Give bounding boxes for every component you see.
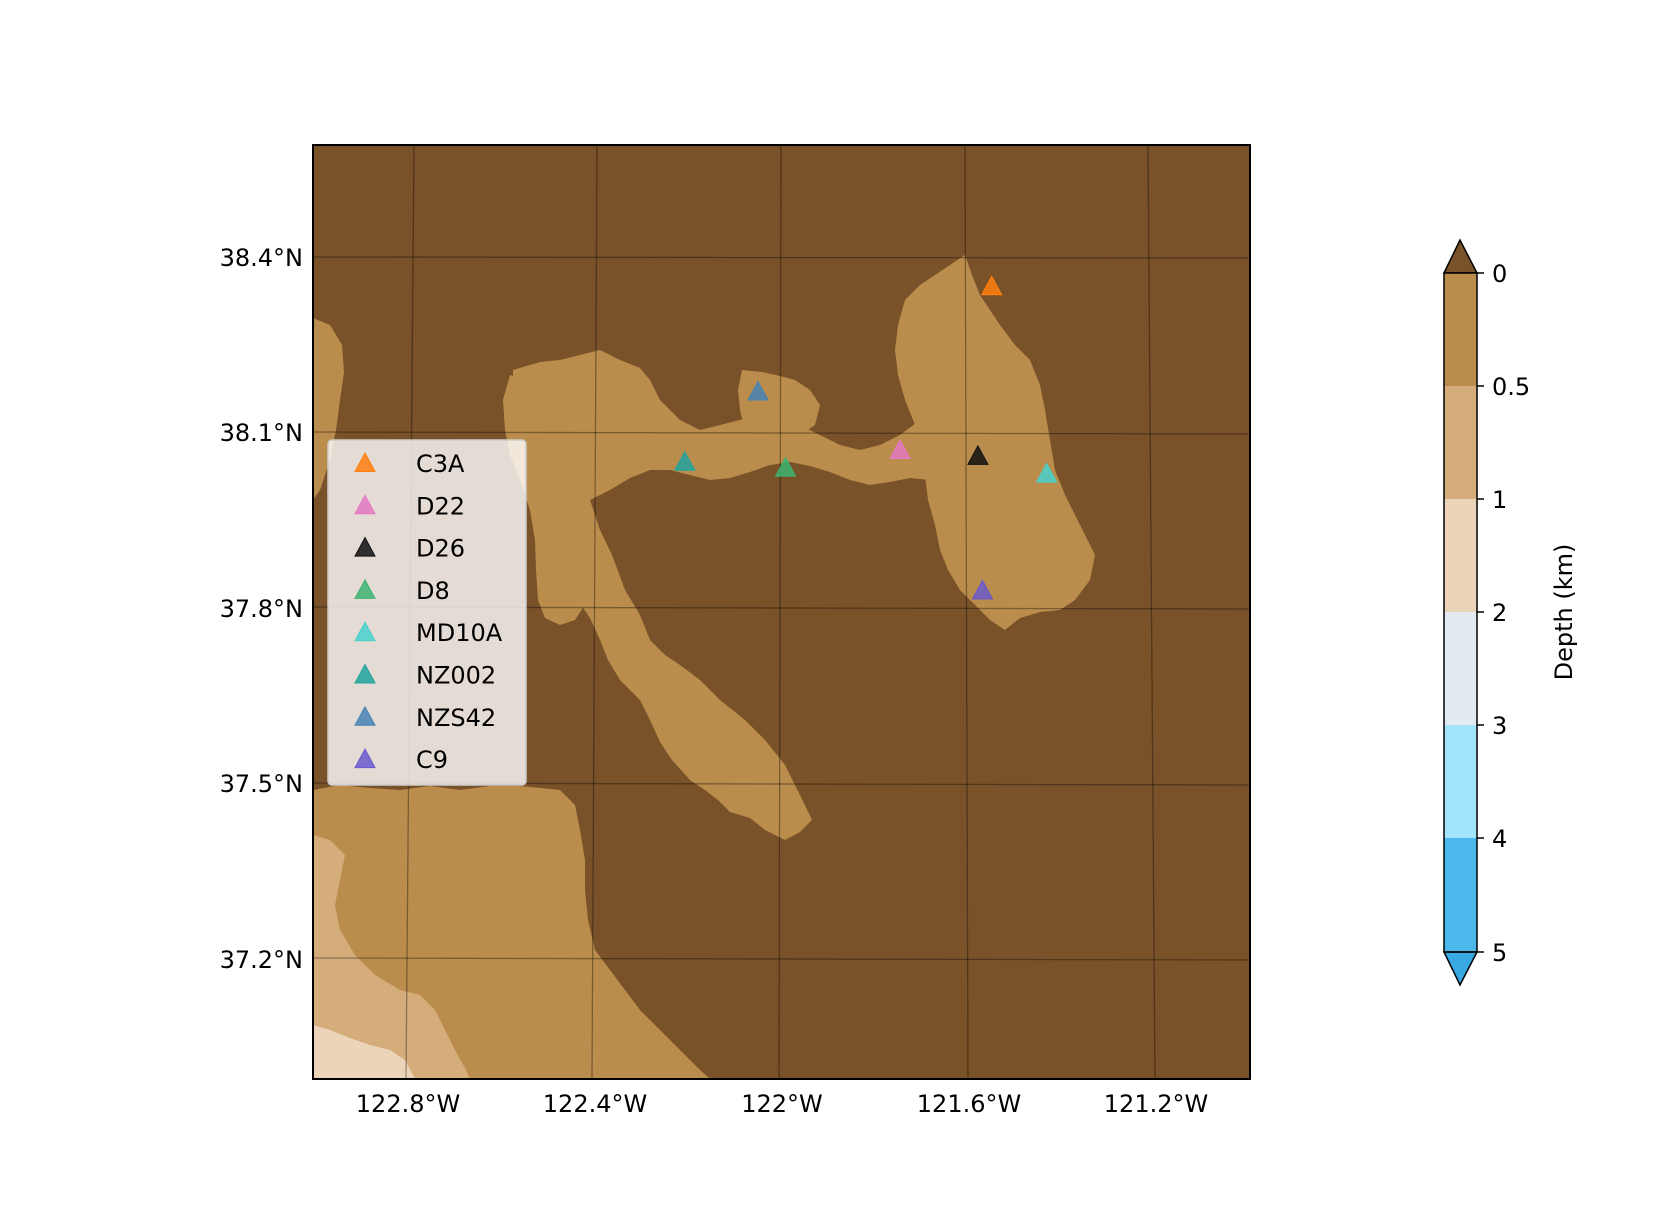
legend-label: D22 — [416, 492, 465, 520]
y-tick-label: 37.2°N — [220, 946, 303, 974]
legend-label: NZS42 — [416, 704, 496, 732]
legend-marker-icon — [354, 748, 376, 769]
y-tick-label: 38.1°N — [220, 419, 303, 447]
colorbar-tick-label: 4 — [1492, 825, 1507, 853]
station-marker-d8[interactable] — [774, 456, 797, 477]
x-tick-label: 121.6°W — [917, 1090, 1021, 1118]
legend-label: D26 — [416, 535, 465, 563]
stations-layer — [673, 275, 1058, 600]
colorbar-segment — [1444, 386, 1477, 499]
colorbar-extend-bottom — [1442, 951, 1479, 987]
colorbar-ticks — [1477, 272, 1484, 953]
legend-box — [327, 439, 527, 786]
map-frame — [312, 144, 1251, 1080]
colorbar-segment — [1444, 499, 1477, 612]
colorbar-tick-label: 3 — [1492, 712, 1507, 740]
legend-marker-icon — [354, 621, 376, 642]
legend-marker-icon — [354, 705, 376, 726]
x-axis-ticks: 122.8°W 122.4°W 122°W 121.6°W 121.2°W — [356, 1090, 1208, 1118]
station-marker-d22[interactable] — [889, 438, 911, 460]
legend-label: C3A — [416, 450, 465, 478]
legend-label: D8 — [416, 577, 450, 605]
bay-water-shallow — [545, 440, 812, 840]
legend-label: MD10A — [416, 619, 503, 647]
bay-water-shallow — [313, 318, 344, 500]
legend: C3A D22 D26 D8 MD10A NZ002 NZS42 C9 — [327, 439, 527, 786]
legend-marker-icon — [354, 451, 376, 472]
x-tick-label: 122.8°W — [356, 1090, 460, 1118]
station-marker-nz002[interactable] — [673, 450, 696, 471]
station-marker-c3a[interactable] — [980, 275, 1003, 296]
colorbar-tick-label: 0.5 — [1492, 373, 1530, 401]
colorbar-segment — [1444, 612, 1477, 725]
colorbar-segment — [1444, 725, 1477, 838]
legend-label: NZ002 — [416, 662, 496, 690]
x-tick-label: 122°W — [741, 1090, 823, 1118]
delta-water — [895, 255, 1095, 630]
y-tick-label: 38.4°N — [220, 244, 303, 272]
colorbar-tick-label: 1 — [1492, 486, 1507, 514]
colorbar: 0 0.5 1 2 3 4 5 Depth (km) — [1442, 238, 1578, 987]
y-tick-label: 37.8°N — [220, 595, 303, 623]
x-tick-label: 121.2°W — [1104, 1090, 1208, 1118]
station-marker-d26[interactable] — [967, 444, 989, 465]
legend-marker-icon — [354, 663, 376, 684]
colorbar-tick-label: 5 — [1492, 939, 1507, 967]
colorbar-tick-label: 0 — [1492, 260, 1507, 288]
ocean-water-deep — [313, 1025, 415, 1079]
map-area — [313, 145, 1250, 1079]
colorbar-extend-top — [1442, 238, 1479, 274]
colorbar-segment — [1444, 838, 1477, 952]
legend-marker-icon — [354, 494, 376, 515]
station-marker-nzs42[interactable] — [747, 380, 769, 401]
station-marker-md10a[interactable] — [1035, 462, 1058, 483]
legend-label: C9 — [416, 746, 448, 774]
colorbar-segment — [1444, 273, 1477, 386]
ocean-water-mid — [313, 835, 470, 1079]
y-axis-ticks: 38.4°N 38.1°N 37.8°N 37.5°N 37.2°N — [220, 244, 303, 974]
colorbar-title: Depth (km) — [1550, 544, 1578, 681]
colorbar-tick-label: 2 — [1492, 599, 1507, 627]
station-marker-c9[interactable] — [971, 579, 994, 600]
x-tick-label: 122.4°W — [543, 1090, 647, 1118]
legend-marker-icon — [354, 536, 376, 557]
y-tick-label: 37.5°N — [220, 770, 303, 798]
legend-marker-icon — [354, 578, 376, 599]
